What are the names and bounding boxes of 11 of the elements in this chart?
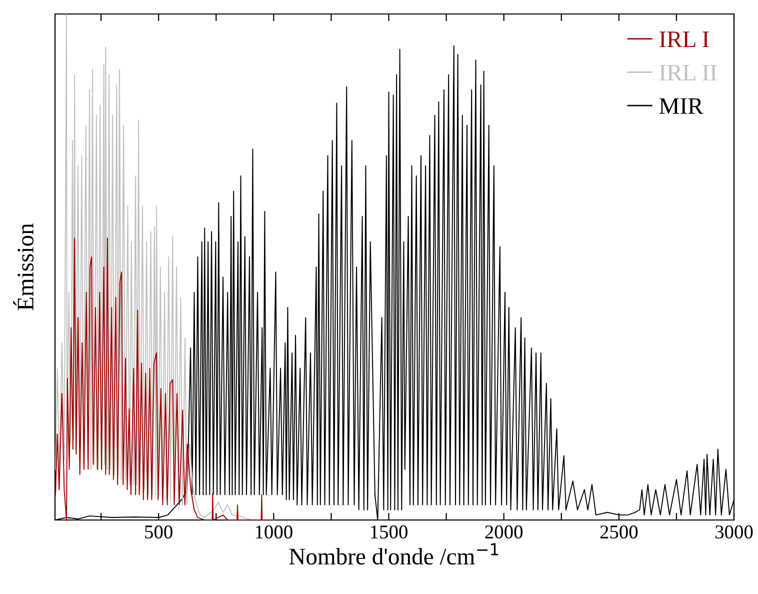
legend-label: IRL II — [660, 64, 717, 80]
legend-label: IRL I — [660, 32, 709, 48]
legend-label: MIR — [659, 98, 704, 114]
y-axis-title: Émission — [13, 223, 34, 310]
x-tick-label: 2500 — [600, 525, 638, 539]
x-tick-label: 1500 — [371, 525, 408, 539]
x-tick-label: 2000 — [485, 525, 523, 539]
x-tick-label: 500 — [145, 525, 172, 539]
x-axis-title: Nombre d'onde /cm$^{−1}$ — [289, 543, 498, 565]
x-tick-label: 3000 — [715, 525, 753, 539]
x-tick-label: 1000 — [256, 525, 292, 539]
